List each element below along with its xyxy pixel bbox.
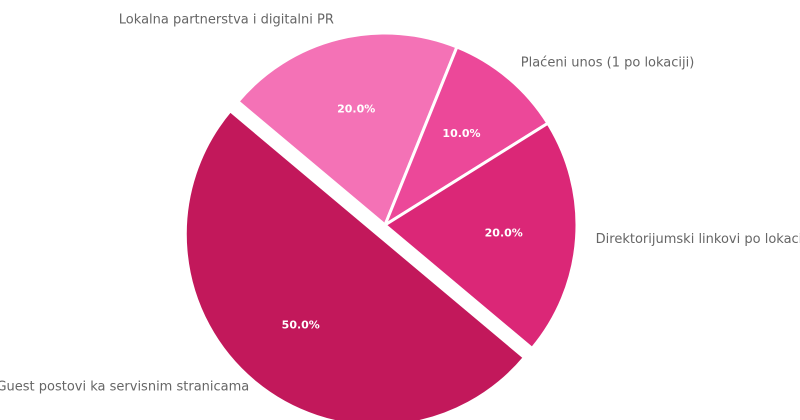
value-label: 20.0% bbox=[485, 226, 523, 239]
slice-label: Lokalna partnerstva i digitalni PR bbox=[119, 13, 334, 28]
slice-label: Plaćeni unos (1 po lokaciji) bbox=[521, 56, 695, 71]
value-label: 50.0% bbox=[282, 318, 320, 331]
value-label: 20.0% bbox=[337, 102, 375, 115]
pie-slice bbox=[183, 108, 527, 420]
slice-label: Direktorijumski linkovi po lokaciji bbox=[596, 232, 800, 247]
pie-slice bbox=[235, 31, 459, 228]
slice-label: Guest postovi ka servisnim stranicama bbox=[0, 379, 249, 394]
pie-slice bbox=[381, 45, 550, 229]
pie-slice bbox=[382, 121, 579, 351]
value-label: 10.0% bbox=[442, 127, 480, 140]
